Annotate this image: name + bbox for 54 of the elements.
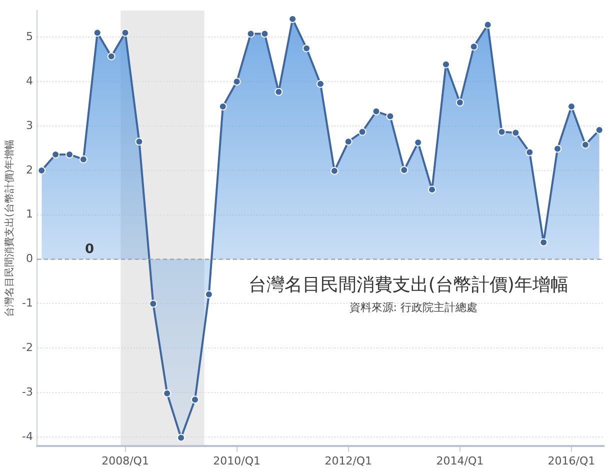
point [554, 144, 562, 153]
point [190, 396, 199, 404]
point [358, 128, 366, 136]
y-tick-label: 4 [26, 74, 33, 88]
point [38, 166, 46, 174]
point [177, 434, 186, 442]
point [595, 126, 604, 134]
x-tick-label: 2008/Q1 [102, 454, 149, 468]
point [163, 389, 172, 398]
point [274, 88, 283, 96]
point [386, 112, 394, 120]
point [218, 102, 227, 111]
y-axis-title: 台灣名目民間消費支出(台幣計價)年增幅 [4, 139, 16, 318]
annotation: 資料來源: 行政院主計總處 [349, 300, 478, 314]
point [470, 42, 478, 51]
y-tick-label: -3 [22, 385, 33, 398]
point [330, 166, 338, 175]
point [316, 80, 324, 88]
ref-line-label: 0 [84, 242, 94, 258]
point [344, 138, 352, 146]
x-tick-label: 2016/Q1 [548, 454, 596, 468]
point [93, 28, 102, 37]
text: 台灣名目民間消費支出(台幣計價)年增幅 [248, 274, 568, 296]
point [484, 20, 492, 29]
x-tick-label: 2010/Q1 [213, 454, 261, 468]
point [121, 28, 130, 37]
point [581, 140, 590, 149]
point [288, 15, 297, 24]
point [79, 155, 88, 164]
x-tick-label: 2014/Q1 [436, 454, 484, 468]
point [526, 148, 534, 156]
point [372, 107, 380, 116]
y-tick-label: -1 [22, 296, 33, 310]
y-tick-label: 2 [26, 163, 33, 176]
y-tick-label: -4 [22, 430, 33, 443]
y-tick-label: 3 [26, 118, 33, 132]
point [400, 166, 408, 174]
y-tick-label: 5 [26, 30, 33, 44]
point [107, 52, 116, 60]
y-tick-label: 1 [26, 208, 33, 221]
point [456, 98, 464, 107]
point [428, 186, 436, 194]
y-tick-label: -2 [22, 340, 33, 354]
point [498, 128, 506, 136]
point [512, 128, 520, 137]
x-tick-label: 2012/Q1 [324, 454, 372, 468]
point [135, 138, 144, 146]
point [260, 30, 269, 38]
point [246, 30, 255, 38]
point [540, 238, 548, 246]
point [232, 78, 241, 86]
point [149, 300, 158, 308]
point [204, 290, 213, 298]
y-tick-label: 0 [26, 252, 33, 266]
